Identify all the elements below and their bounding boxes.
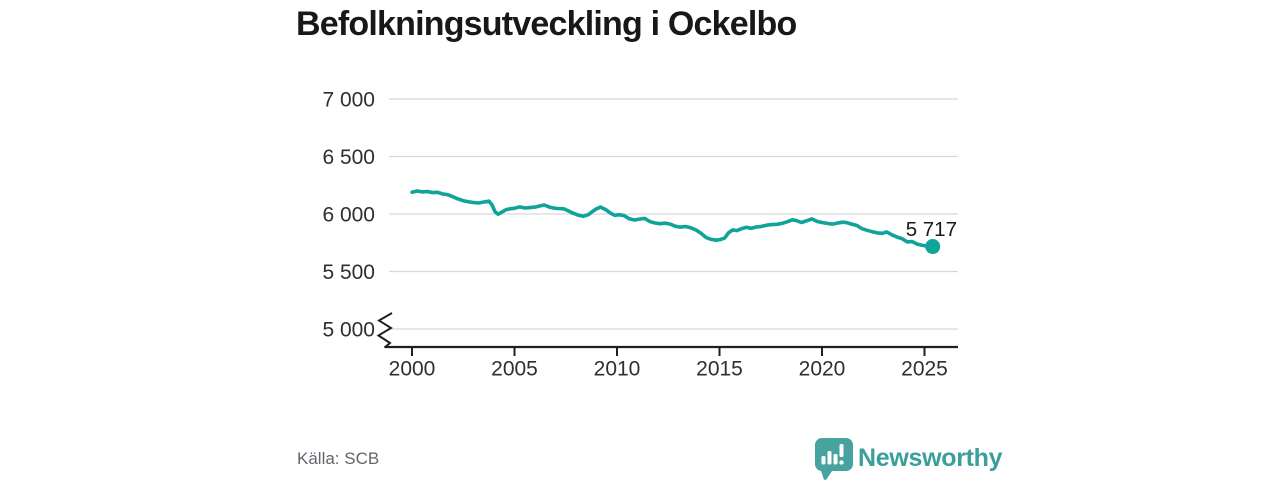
x-tick-label-2020: 2020 — [799, 358, 846, 381]
x-tick-label-2025: 2025 — [901, 358, 948, 381]
y-tick-label-6500: 6 500 — [322, 146, 375, 169]
source-note: Källa: SCB — [297, 449, 380, 468]
newsworthy-logo: Newsworthy — [813, 437, 1043, 480]
x-tick-label-2015: 2015 — [696, 358, 743, 381]
y-axis-break-icon — [376, 312, 393, 349]
end-value-label: 5 717 — [906, 218, 957, 241]
data-series — [410, 189, 941, 255]
end-point-dot — [925, 239, 941, 255]
gridlines — [389, 98, 958, 330]
x-axis — [376, 312, 958, 356]
x-axis-tick-labels: 2000 2005 2010 2015 2020 2025 — [389, 358, 948, 381]
x-tick-label-2000: 2000 — [389, 358, 436, 381]
newsworthy-bubble-chart-icon — [815, 438, 853, 480]
population-line — [410, 189, 935, 249]
page-title: Befolkningsutveckling i Ockelbo — [296, 5, 797, 43]
x-tick-label-2010: 2010 — [594, 358, 641, 381]
y-tick-label-7000: 7 000 — [322, 89, 375, 112]
y-axis-tick-labels: 7 000 6 500 6 000 5 500 5 000 — [322, 89, 375, 342]
end-value-text: 5 717 — [906, 218, 957, 241]
x-tick-label-2005: 2005 — [491, 358, 538, 381]
y-tick-label-5500: 5 500 — [322, 261, 375, 284]
newsworthy-wordmark: Newsworthy — [858, 444, 1003, 472]
y-tick-label-6000: 6 000 — [322, 204, 375, 227]
y-tick-label-5000: 5 000 — [322, 319, 375, 342]
